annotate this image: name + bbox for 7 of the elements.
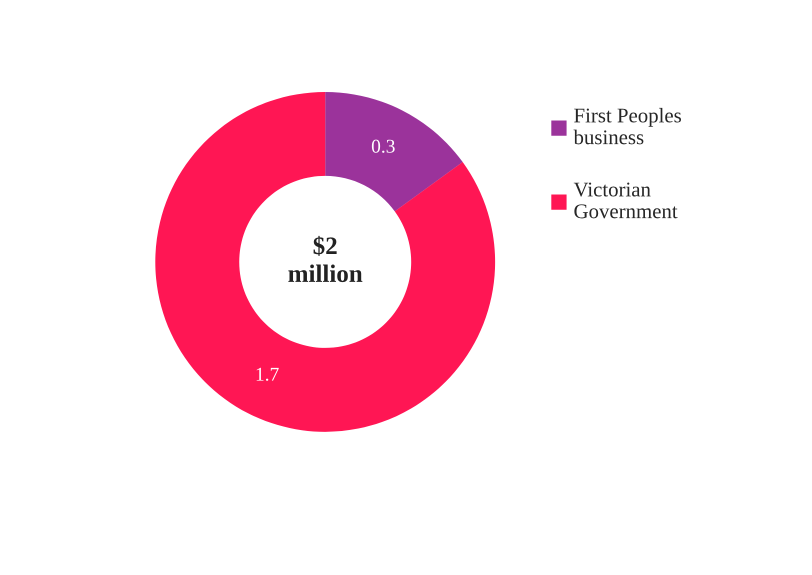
data-label: 1.7 xyxy=(256,368,279,381)
donut-slice xyxy=(325,92,463,212)
legend-label: First Peoples business xyxy=(574,108,681,144)
legend-label: Victorian Government xyxy=(574,182,678,218)
data-label: 0.3 xyxy=(372,140,395,153)
donut-slice xyxy=(155,92,496,432)
text: $2 million xyxy=(288,236,362,282)
